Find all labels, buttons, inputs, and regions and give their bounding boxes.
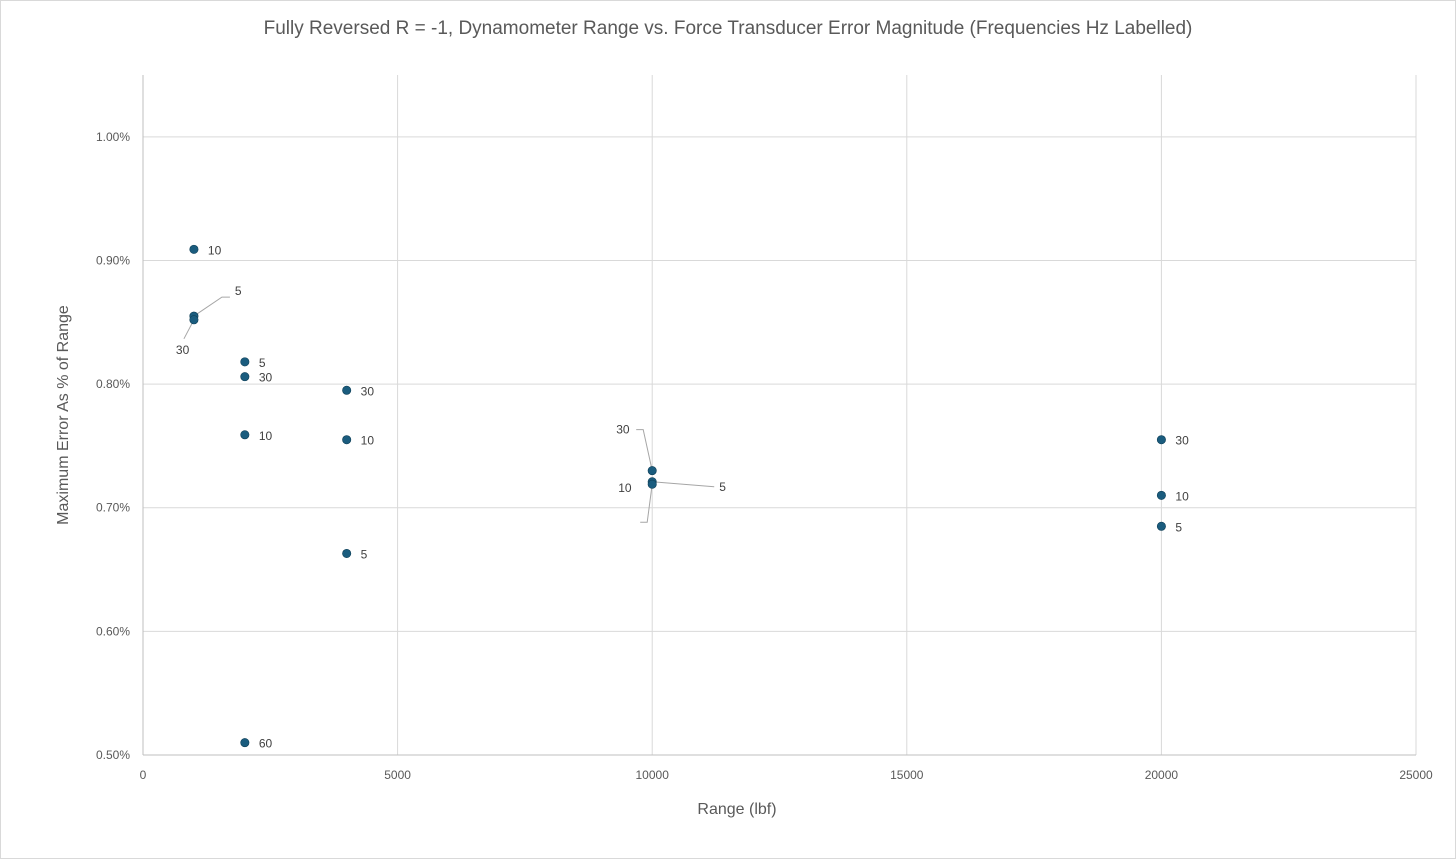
data-label: 5	[235, 284, 242, 298]
x-tick-label: 10000	[636, 768, 670, 782]
data-point	[342, 548, 352, 558]
data-label: 10	[259, 429, 273, 443]
data-label: 5	[1175, 520, 1182, 534]
y-tick-label: 0.90%	[96, 253, 130, 267]
data-points	[189, 244, 1166, 748]
y-tick-label: 0.80%	[96, 377, 130, 391]
data-label: 30	[1175, 434, 1189, 448]
grid-lines	[143, 75, 1417, 755]
data-point	[1156, 435, 1166, 445]
y-tick-label: 0.70%	[96, 501, 130, 515]
data-label: 30	[361, 384, 375, 398]
label-leader-line	[640, 484, 653, 523]
y-tick-label: 1.00%	[96, 130, 130, 144]
x-tick-label: 25000	[1399, 768, 1433, 782]
data-point	[342, 435, 352, 445]
label-leader-line	[193, 296, 230, 317]
data-label: 10	[361, 434, 375, 448]
data-point	[240, 372, 250, 382]
data-point	[647, 466, 657, 476]
data-point	[1156, 490, 1166, 500]
x-tick-label: 0	[140, 768, 147, 782]
y-tick-label: 0.60%	[96, 624, 130, 638]
data-label: 30	[176, 343, 190, 357]
data-label: 10	[618, 481, 632, 495]
data-label: 5	[719, 480, 726, 494]
data-label: 5	[361, 547, 368, 561]
label-leader-lines	[183, 296, 715, 523]
x-tick-label: 20000	[1145, 768, 1179, 782]
y-axis-title: Maximum Error As % of Range	[55, 305, 72, 525]
data-point	[189, 244, 199, 254]
x-tick-label: 15000	[890, 768, 924, 782]
label-leader-line	[652, 481, 715, 488]
data-point	[240, 430, 250, 440]
data-point	[189, 315, 199, 325]
data-point	[647, 479, 657, 489]
x-tick-label: 5000	[384, 768, 411, 782]
data-label: 10	[208, 243, 222, 257]
chart-title: Fully Reversed R = -1, Dynamometer Range…	[264, 18, 1193, 39]
data-point	[240, 738, 250, 748]
label-leader-line	[636, 429, 653, 471]
y-tick-label: 0.50%	[96, 748, 130, 762]
data-label: 60	[259, 737, 273, 751]
x-axis-title: Range (lbf)	[697, 801, 776, 818]
data-label: 5	[259, 356, 266, 370]
data-point	[1156, 521, 1166, 531]
data-point	[342, 385, 352, 395]
data-label: 10	[1175, 489, 1189, 503]
data-label: 30	[259, 371, 273, 385]
data-point	[240, 357, 250, 367]
axes: 0.50% 0.60% 0.70% 0.80% 0.90% 1.00% 0 5000 10000…	[96, 75, 1433, 782]
data-label: 30	[616, 423, 630, 437]
